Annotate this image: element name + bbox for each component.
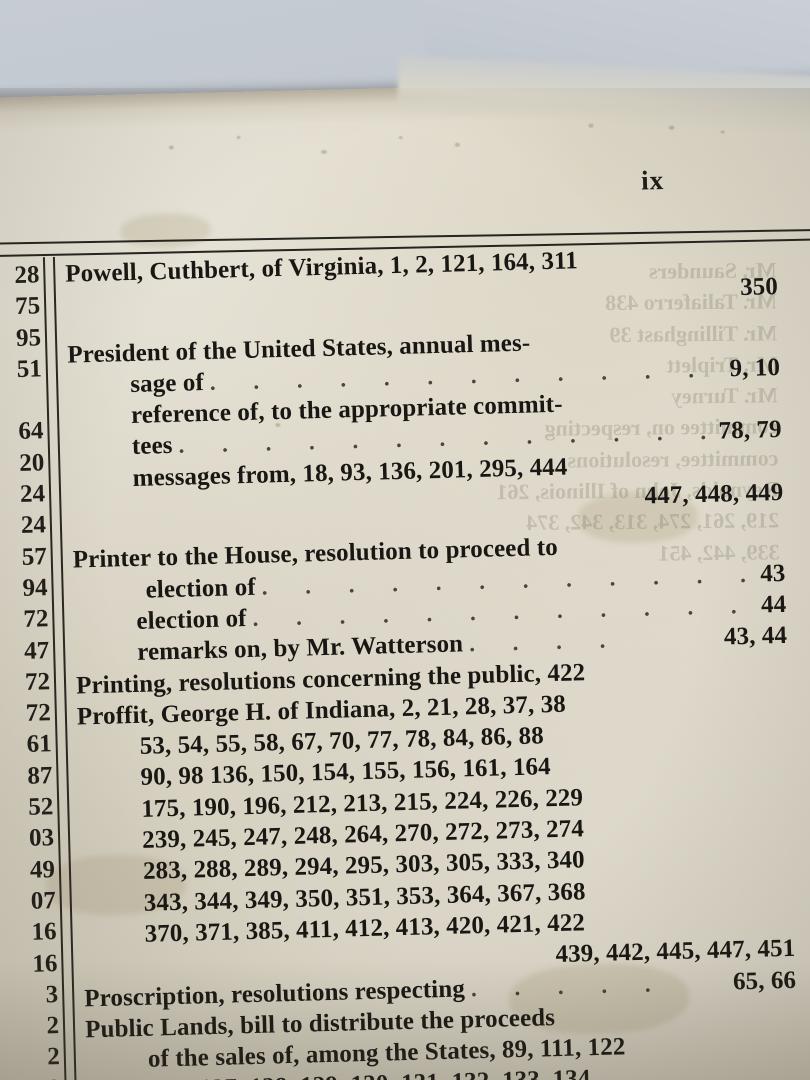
left-margin-number: 20 (18, 449, 45, 477)
left-margin-number: 95 (15, 323, 42, 352)
left-margin-number: 24 (20, 511, 47, 540)
left-margin-number: 16 (32, 949, 58, 978)
left-margin-number: 2 (14, 1073, 61, 1080)
left-margin-number: 72 (25, 699, 52, 727)
index-subline-label: election of (145, 573, 257, 604)
left-margin-number: 75 (14, 292, 41, 321)
left-margin-number: 16 (31, 918, 57, 946)
left-margin-number: 51 (16, 355, 43, 383)
left-margin-number: 03 (28, 824, 55, 853)
left-margin-number: 49 (29, 855, 56, 884)
page-folio-number: ix (640, 164, 665, 196)
left-margin-number: 57 (21, 542, 48, 571)
index-page-reference: 44 (760, 590, 787, 619)
index-page-reference: 78, 79 (718, 416, 783, 446)
left-margin-number: 07 (30, 887, 57, 915)
index-page-reference: 43, 44 (723, 622, 788, 651)
index-page-reference: 9, 10 (729, 353, 781, 383)
left-margin-number: 87 (27, 761, 53, 790)
left-margin-number: 61 (26, 730, 53, 759)
index-page-reference: 65, 66 (732, 966, 797, 995)
left-margin-number: 28 (14, 261, 40, 289)
left-margin-number: 47 (23, 636, 50, 665)
left-margin-number: 3 (45, 980, 59, 1009)
left-margin-number: 64 (18, 417, 44, 446)
left-margin-number: 72 (23, 605, 49, 634)
index-page-reference: 43 (759, 559, 786, 588)
index-entry-column: Powell, Cuthbert, of Virginia, 1, 2, 121… (65, 240, 801, 1080)
left-margin-number: 24 (19, 480, 46, 508)
left-margin-number: 72 (24, 668, 51, 696)
left-margin-number: 2 (46, 1012, 60, 1040)
index-subline-label: sage of (129, 368, 205, 398)
left-margin-number: 52 (27, 793, 54, 821)
index-subline-label: election of (136, 604, 247, 635)
index-subline-label: tees (131, 432, 173, 461)
left-margin-number: 2 (46, 1043, 61, 1071)
left-margin-number: 94 (22, 574, 48, 602)
